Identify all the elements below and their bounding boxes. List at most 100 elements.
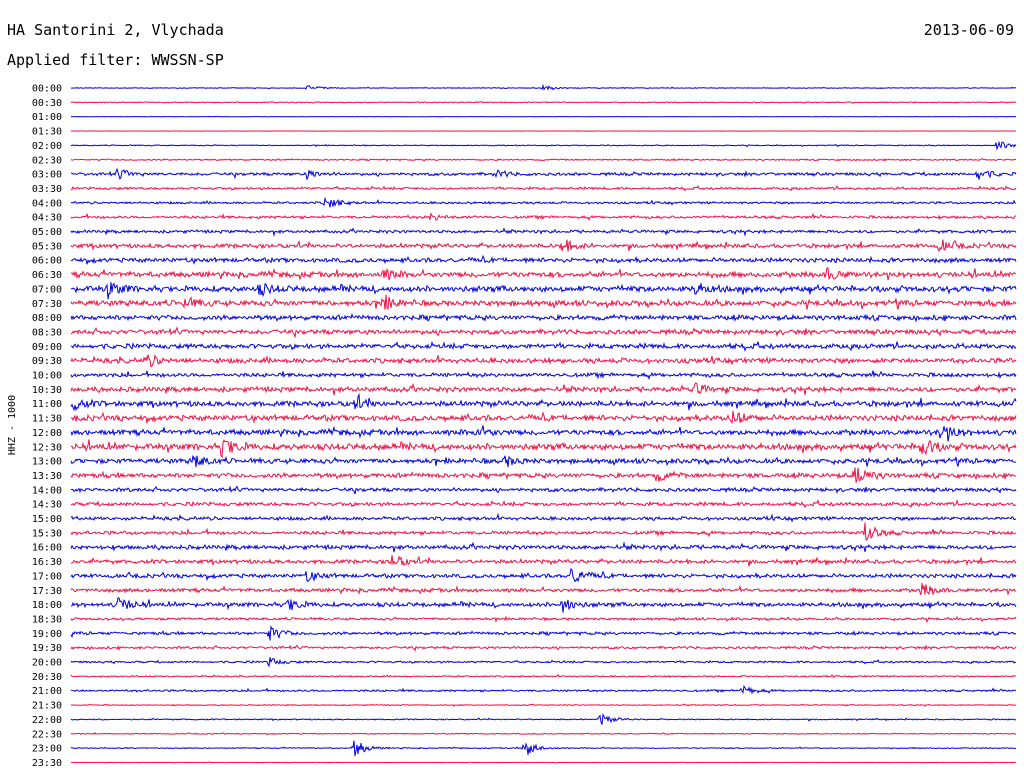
row-time-label: 20:30 [32,672,62,683]
row-time-label: 04:30 [32,213,62,224]
trace-line [70,392,1017,412]
row-time-label: 17:00 [32,571,62,582]
row-time-label: 06:30 [32,270,62,281]
row-time-label: 18:00 [32,600,62,611]
trace-line [70,582,1017,596]
row-time-label: 07:30 [32,299,62,310]
row-time-label: 13:00 [32,457,62,468]
trace-layer [70,83,1017,764]
trace-line [70,467,1017,483]
trace-line [70,254,1017,265]
row-time-label: 15:30 [32,528,62,539]
y-axis-label: HHZ - 1000 [7,395,18,455]
row-time-label: 13:30 [32,471,62,482]
row-time-label: 14:30 [32,500,62,511]
row-time-label: 17:30 [32,586,62,597]
row-time-label: 19:30 [32,643,62,654]
trace-line [70,555,1017,567]
trace-line [70,712,1017,725]
trace-line [70,167,1017,181]
row-time-label: 21:00 [32,686,62,697]
row-time-label: 11:00 [32,399,62,410]
trace-line [70,157,1017,162]
row-time-label: 02:00 [32,141,62,152]
trace-line [70,597,1017,613]
trace-line [70,541,1017,553]
trace-line [70,731,1017,736]
row-time-label: 08:00 [32,313,62,324]
row-time-label: 23:30 [32,758,62,769]
trace-line [70,657,1017,668]
trace-line [70,340,1017,352]
row-time-label: 01:00 [32,112,62,123]
row-time-label: 04:00 [32,198,62,209]
trace-line [70,294,1017,311]
filter-label: Applied filter: WWSSN-SP [7,51,224,69]
trace-line [70,625,1017,641]
trace-line [70,761,1017,764]
row-time-label: 20:00 [32,658,62,669]
row-time-label: 21:30 [32,701,62,712]
trace-line [70,644,1017,652]
row-time-label: 09:00 [32,342,62,353]
trace-line [70,239,1017,253]
trace-line [70,227,1017,237]
trace-line [70,115,1017,118]
station-title: HA Santorini 2, Vlychada [7,21,224,39]
row-time-label: 22:00 [32,715,62,726]
row-time-label: 03:00 [32,170,62,181]
row-time-label: 09:30 [32,356,62,367]
trace-line [70,282,1017,300]
row-time-label: 08:30 [32,327,62,338]
row-time-label: 12:30 [32,442,62,453]
row-time-label: 14:00 [32,485,62,496]
trace-line [70,184,1017,192]
row-time-label: 18:30 [32,614,62,625]
row-time-label: 15:00 [32,514,62,525]
row-time-label: 00:30 [32,98,62,109]
trace-line [70,673,1017,679]
trace-line [70,83,1017,91]
trace-line [70,370,1017,381]
row-time-label: 05:30 [32,241,62,252]
trace-line [70,703,1017,708]
row-time-label: 16:30 [32,557,62,568]
trace-line [70,567,1017,583]
trace-line [70,410,1017,425]
row-time-label: 00:00 [32,84,62,95]
trace-line [70,439,1017,459]
trace-line [70,382,1017,396]
row-time-label: 01:30 [32,127,62,138]
trace-line [70,212,1017,221]
trace-line [70,684,1017,695]
row-time-label: 11:30 [32,414,62,425]
row-time-label: 02:30 [32,155,62,166]
row-time-label: 03:30 [32,184,62,195]
row-time-label: 06:00 [32,256,62,267]
trace-line [70,326,1017,338]
trace-line [70,499,1017,509]
date-label: 2013-06-09 [923,21,1014,39]
trace-line [70,485,1017,495]
row-time-label: 19:00 [32,629,62,640]
trace-line [70,196,1017,208]
trace-line [70,267,1017,281]
trace-line [70,100,1017,104]
trace-line [70,615,1017,624]
row-time-label: 10:00 [32,371,62,382]
row-time-label: 23:00 [32,744,62,755]
row-time-label: 10:30 [32,385,62,396]
row-label-layer: 00:00 00:30 01:00 01:30 02:00 02:30 03:00 03:30… [32,84,62,769]
row-time-label: 16:00 [32,543,62,554]
trace-line [70,512,1017,523]
trace-line [70,353,1017,368]
row-time-label: 12:00 [32,428,62,439]
trace-line [70,455,1017,468]
trace-line [71,140,1017,151]
trace-line [70,313,1017,323]
row-time-label: 07:00 [32,284,62,295]
trace-line [70,522,1017,541]
trace-line [70,740,1017,757]
row-time-label: 05:00 [32,227,62,238]
